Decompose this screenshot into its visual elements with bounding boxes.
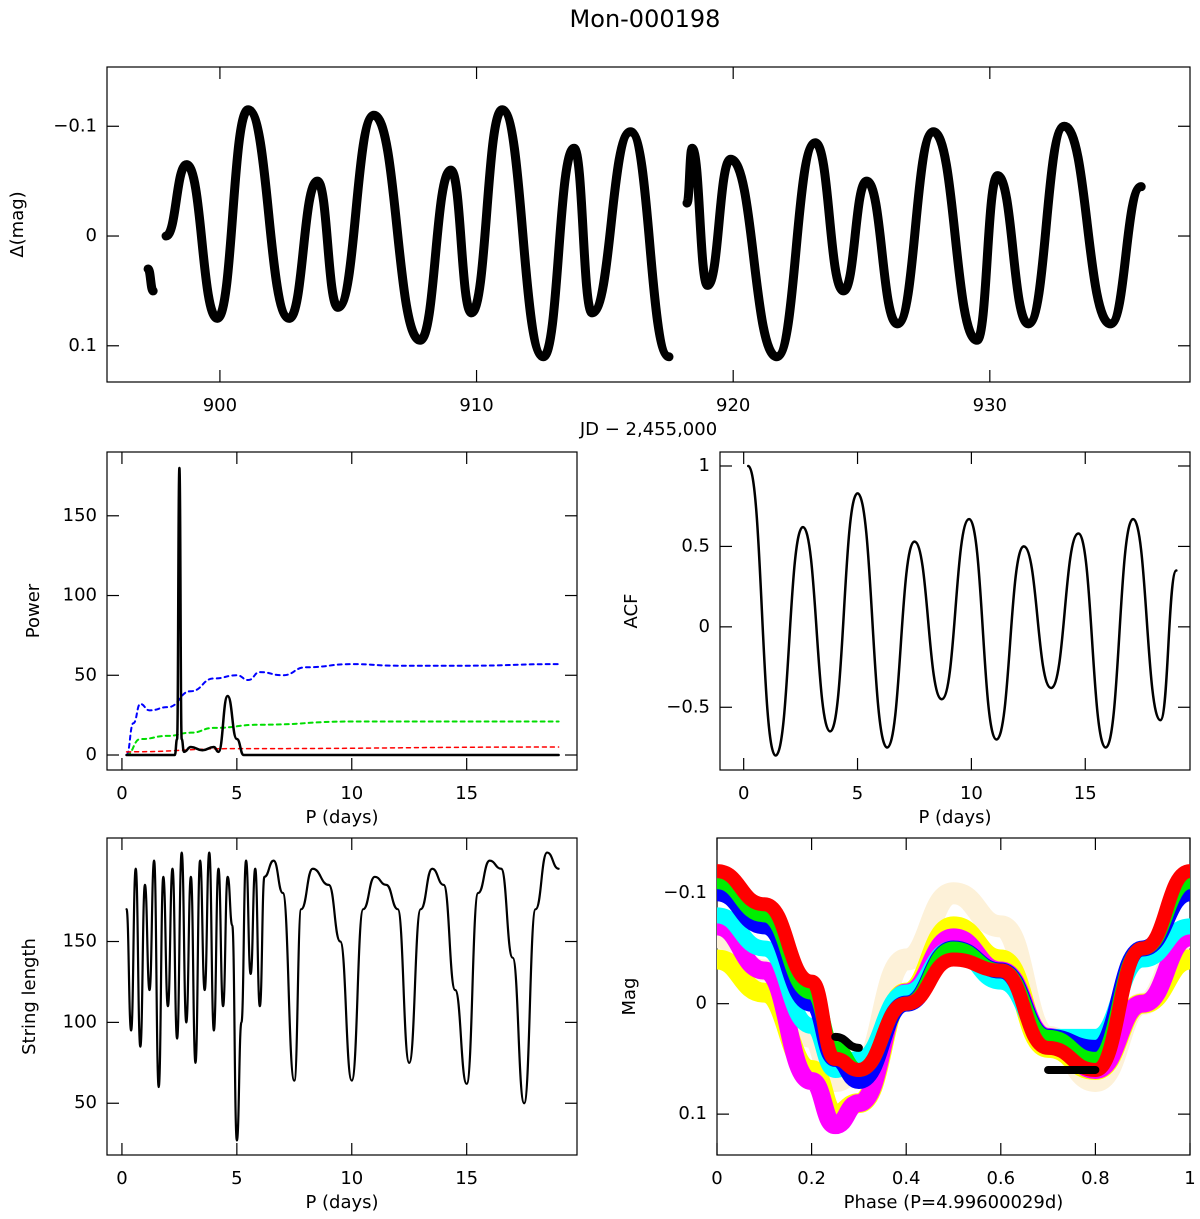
y-axis-label: Mag xyxy=(619,978,640,1016)
y-tick-label: 100 xyxy=(63,585,97,606)
x-tick-label: 15 xyxy=(455,783,478,804)
y-tick-label: 0 xyxy=(699,616,710,637)
x-axis-label: P (days) xyxy=(305,1192,378,1213)
plot-frame xyxy=(106,837,578,1156)
y-tick-label: 0.5 xyxy=(681,535,710,556)
data-line xyxy=(717,864,1190,1077)
x-tick-label: 10 xyxy=(960,783,983,804)
data-line xyxy=(125,663,560,757)
x-tick-label: 0 xyxy=(116,1168,127,1189)
y-tick-label: 50 xyxy=(74,1092,97,1113)
y-tick-label: 150 xyxy=(63,505,97,526)
plot-frame xyxy=(106,66,1191,383)
y-tick-label: −0.1 xyxy=(663,882,707,903)
x-tick-label: 5 xyxy=(852,783,863,804)
y-tick-label: 1 xyxy=(699,455,710,476)
x-tick-label: 0.2 xyxy=(797,1168,826,1189)
plot-frame xyxy=(719,451,1191,771)
x-tick-label: 910 xyxy=(459,395,493,416)
x-tick-label: 0.4 xyxy=(892,1168,921,1189)
y-axis-label: ACF xyxy=(621,594,642,629)
figure-title: Mon-000198 xyxy=(570,5,721,33)
data-line xyxy=(125,851,560,1142)
y-axis-label: Δ(mag) xyxy=(7,191,28,257)
plot-frame xyxy=(716,837,1191,1156)
x-tick-label: 10 xyxy=(340,783,363,804)
data-line xyxy=(125,466,560,757)
x-axis-label: P (days) xyxy=(305,807,378,828)
x-tick-label: 1 xyxy=(1184,1168,1195,1189)
x-tick-label: 10 xyxy=(340,1168,363,1189)
data-line xyxy=(125,720,560,757)
x-tick-label: 0 xyxy=(116,783,127,804)
data-line xyxy=(831,1032,1100,1074)
y-tick-label: −0.5 xyxy=(666,696,710,717)
x-axis-label: JD − 2,455,000 xyxy=(579,419,717,440)
x-tick-label: 0 xyxy=(738,783,749,804)
y-axis-label: Power xyxy=(23,583,44,638)
data-line xyxy=(143,105,1146,362)
plot-frame xyxy=(106,451,578,771)
x-tick-label: 900 xyxy=(203,395,237,416)
y-axis-label: String length xyxy=(19,938,40,1055)
y-tick-label: 100 xyxy=(63,1011,97,1032)
data-line xyxy=(125,746,560,753)
x-tick-label: 930 xyxy=(973,395,1007,416)
y-tick-label: 0.1 xyxy=(678,1103,707,1124)
y-tick-label: 0 xyxy=(86,225,97,246)
x-tick-label: 5 xyxy=(231,783,242,804)
y-tick-label: 150 xyxy=(63,931,97,952)
x-axis-label: Phase (P=4.99600029d) xyxy=(844,1192,1064,1213)
data-line xyxy=(746,464,1178,757)
x-tick-label: 0 xyxy=(711,1168,722,1189)
y-tick-label: 50 xyxy=(74,664,97,685)
x-axis-label: P (days) xyxy=(918,807,991,828)
x-tick-label: 0.8 xyxy=(1081,1168,1110,1189)
x-tick-label: 0.6 xyxy=(986,1168,1015,1189)
y-tick-label: −0.1 xyxy=(53,115,97,136)
y-tick-label: 0 xyxy=(86,744,97,765)
x-tick-label: 15 xyxy=(455,1168,478,1189)
y-tick-label: 0.1 xyxy=(68,335,97,356)
x-tick-label: 5 xyxy=(231,1168,242,1189)
y-tick-label: 0 xyxy=(696,993,707,1014)
x-tick-label: 15 xyxy=(1074,783,1097,804)
x-tick-label: 920 xyxy=(716,395,750,416)
